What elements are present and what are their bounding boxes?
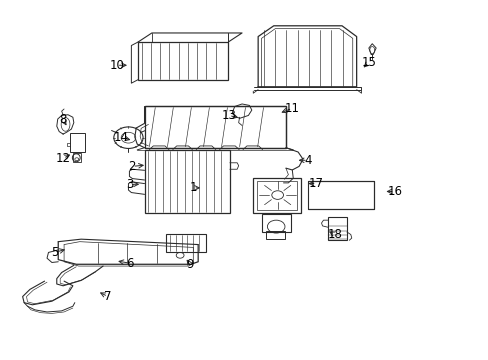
Text: 3: 3 bbox=[126, 178, 133, 191]
Text: 18: 18 bbox=[326, 228, 342, 241]
Text: 5: 5 bbox=[51, 246, 58, 259]
Bar bbox=[70, 134, 84, 152]
Text: 7: 7 bbox=[104, 290, 111, 303]
Bar bbox=[307, 181, 373, 209]
Text: 11: 11 bbox=[284, 102, 299, 115]
Text: 10: 10 bbox=[109, 59, 124, 72]
Bar bbox=[166, 234, 206, 252]
Text: 14: 14 bbox=[114, 131, 129, 144]
Bar bbox=[328, 217, 346, 240]
Text: 9: 9 bbox=[186, 258, 193, 271]
Text: 17: 17 bbox=[308, 177, 324, 190]
Bar bbox=[261, 214, 290, 232]
Text: 15: 15 bbox=[361, 56, 375, 69]
Text: 8: 8 bbox=[60, 113, 67, 126]
Text: 16: 16 bbox=[386, 185, 401, 198]
Text: 13: 13 bbox=[221, 109, 236, 122]
Bar bbox=[144, 107, 285, 148]
Bar bbox=[144, 150, 229, 213]
Bar bbox=[256, 181, 296, 211]
Text: 6: 6 bbox=[126, 257, 133, 270]
Text: 12: 12 bbox=[56, 152, 70, 165]
Bar bbox=[266, 231, 285, 239]
Text: 1: 1 bbox=[189, 181, 197, 194]
Text: 4: 4 bbox=[304, 154, 311, 167]
Bar bbox=[73, 153, 81, 162]
Bar bbox=[138, 42, 228, 80]
Text: 2: 2 bbox=[128, 160, 136, 173]
Bar bbox=[253, 178, 301, 213]
